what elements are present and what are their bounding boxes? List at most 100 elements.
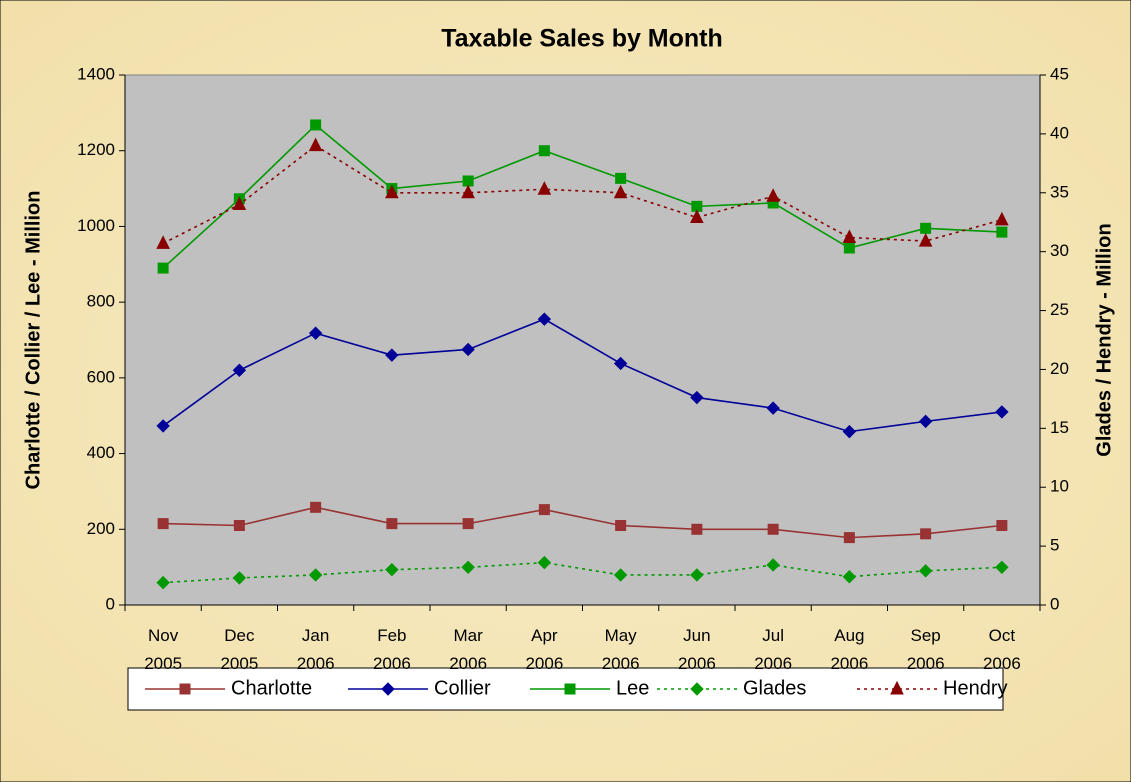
- point: [920, 528, 932, 540]
- y2-tick-label: 30: [1050, 241, 1069, 260]
- series-line: [163, 506, 1002, 539]
- y2-tick-label: 40: [1050, 123, 1069, 142]
- point: [233, 520, 245, 531]
- point: [690, 390, 704, 405]
- chart-title: Taxable Sales by Month: [441, 25, 723, 53]
- x-tick-label: May 2006: [602, 626, 640, 673]
- point: [995, 560, 1009, 575]
- legend-marker: [179, 683, 191, 695]
- legend-marker: [564, 683, 576, 695]
- point: [232, 196, 247, 211]
- x-tick-label: Nov 2005: [144, 626, 182, 673]
- point: [461, 184, 475, 199]
- x-tick-label: Aug 2006: [830, 626, 868, 673]
- y-tick-label: 1000: [77, 216, 115, 235]
- point: [232, 571, 247, 585]
- y2-axis-title: Glades / Hendry - Million: [1093, 223, 1115, 456]
- series-line: [163, 561, 1002, 584]
- point: [691, 523, 703, 535]
- legend-marker: [381, 682, 395, 696]
- y-tick-label: 600: [87, 367, 115, 386]
- legend-marker: [690, 682, 704, 696]
- x-tick-label: Sep 2006: [907, 626, 945, 673]
- point: [842, 229, 857, 244]
- point: [156, 575, 170, 590]
- y2-tick-label: 5: [1050, 536, 1059, 555]
- point: [385, 348, 399, 362]
- point: [461, 560, 475, 575]
- point: [920, 222, 932, 234]
- point: [537, 181, 552, 195]
- point: [615, 520, 627, 531]
- point: [156, 235, 170, 249]
- y2-tick-label: 0: [1050, 594, 1059, 613]
- plot-area: [124, 74, 1041, 606]
- x-tick-label: Dec 2005: [220, 626, 258, 673]
- point: [995, 405, 1009, 419]
- y2-tick-label: 10: [1050, 477, 1069, 496]
- y-tick-label: 400: [87, 443, 115, 462]
- point: [766, 401, 780, 415]
- point: [385, 184, 399, 199]
- y2-tick-label: 35: [1050, 182, 1069, 201]
- point: [842, 570, 857, 584]
- x-tick-label: Oct 2006: [983, 626, 1021, 673]
- point: [918, 414, 933, 429]
- point: [386, 518, 398, 530]
- y-axis-title: Charlotte / Collier / Lee - Million: [22, 191, 44, 490]
- x-tick-label: Feb 2006: [373, 626, 411, 673]
- point: [157, 262, 169, 274]
- point: [538, 145, 550, 157]
- point: [996, 520, 1008, 531]
- x-tick-label: Jun 2006: [678, 626, 716, 673]
- y-tick-label: 800: [87, 292, 115, 311]
- point: [232, 363, 247, 377]
- point: [538, 504, 550, 516]
- point: [843, 532, 855, 544]
- point: [537, 312, 552, 326]
- point: [156, 419, 170, 433]
- legend-label: Lee: [616, 677, 649, 699]
- point: [613, 568, 628, 582]
- legend-label: Charlotte: [231, 677, 312, 699]
- y2-tick-label: 25: [1050, 300, 1069, 319]
- y2-tick-label: 45: [1050, 64, 1069, 83]
- point: [157, 518, 169, 530]
- point: [385, 562, 399, 577]
- y-tick-label: 0: [106, 594, 115, 613]
- point: [766, 188, 780, 202]
- x-tick-label: Jul 2006: [754, 626, 792, 673]
- y-tick-label: 200: [87, 519, 115, 538]
- x-tick-label: Jan 2006: [297, 626, 335, 673]
- y2-tick-label: 15: [1050, 418, 1069, 437]
- point: [690, 568, 704, 582]
- point: [613, 356, 628, 371]
- point: [767, 523, 779, 535]
- point: [308, 568, 323, 582]
- legend-marker: [890, 680, 904, 695]
- series-line: [162, 123, 1002, 269]
- series-line: [162, 144, 1003, 245]
- x-tick-label: Mar 2006: [449, 626, 487, 673]
- point: [918, 232, 933, 247]
- point: [690, 209, 704, 224]
- y-tick-label: 1200: [77, 140, 115, 159]
- point: [613, 184, 628, 199]
- point: [918, 564, 933, 578]
- point: [615, 172, 627, 184]
- point: [843, 242, 855, 254]
- point: [461, 342, 475, 357]
- point: [462, 175, 474, 187]
- point: [462, 518, 474, 530]
- point: [308, 326, 323, 340]
- y2-tick-label: 20: [1050, 359, 1069, 378]
- point: [310, 119, 322, 131]
- point: [995, 211, 1009, 226]
- series-line: [162, 318, 1002, 433]
- point: [766, 558, 780, 572]
- legend-label: Hendry: [943, 677, 1007, 699]
- legend-label: Glades: [743, 677, 806, 699]
- legend-label: Collier: [434, 677, 491, 699]
- point: [537, 555, 552, 570]
